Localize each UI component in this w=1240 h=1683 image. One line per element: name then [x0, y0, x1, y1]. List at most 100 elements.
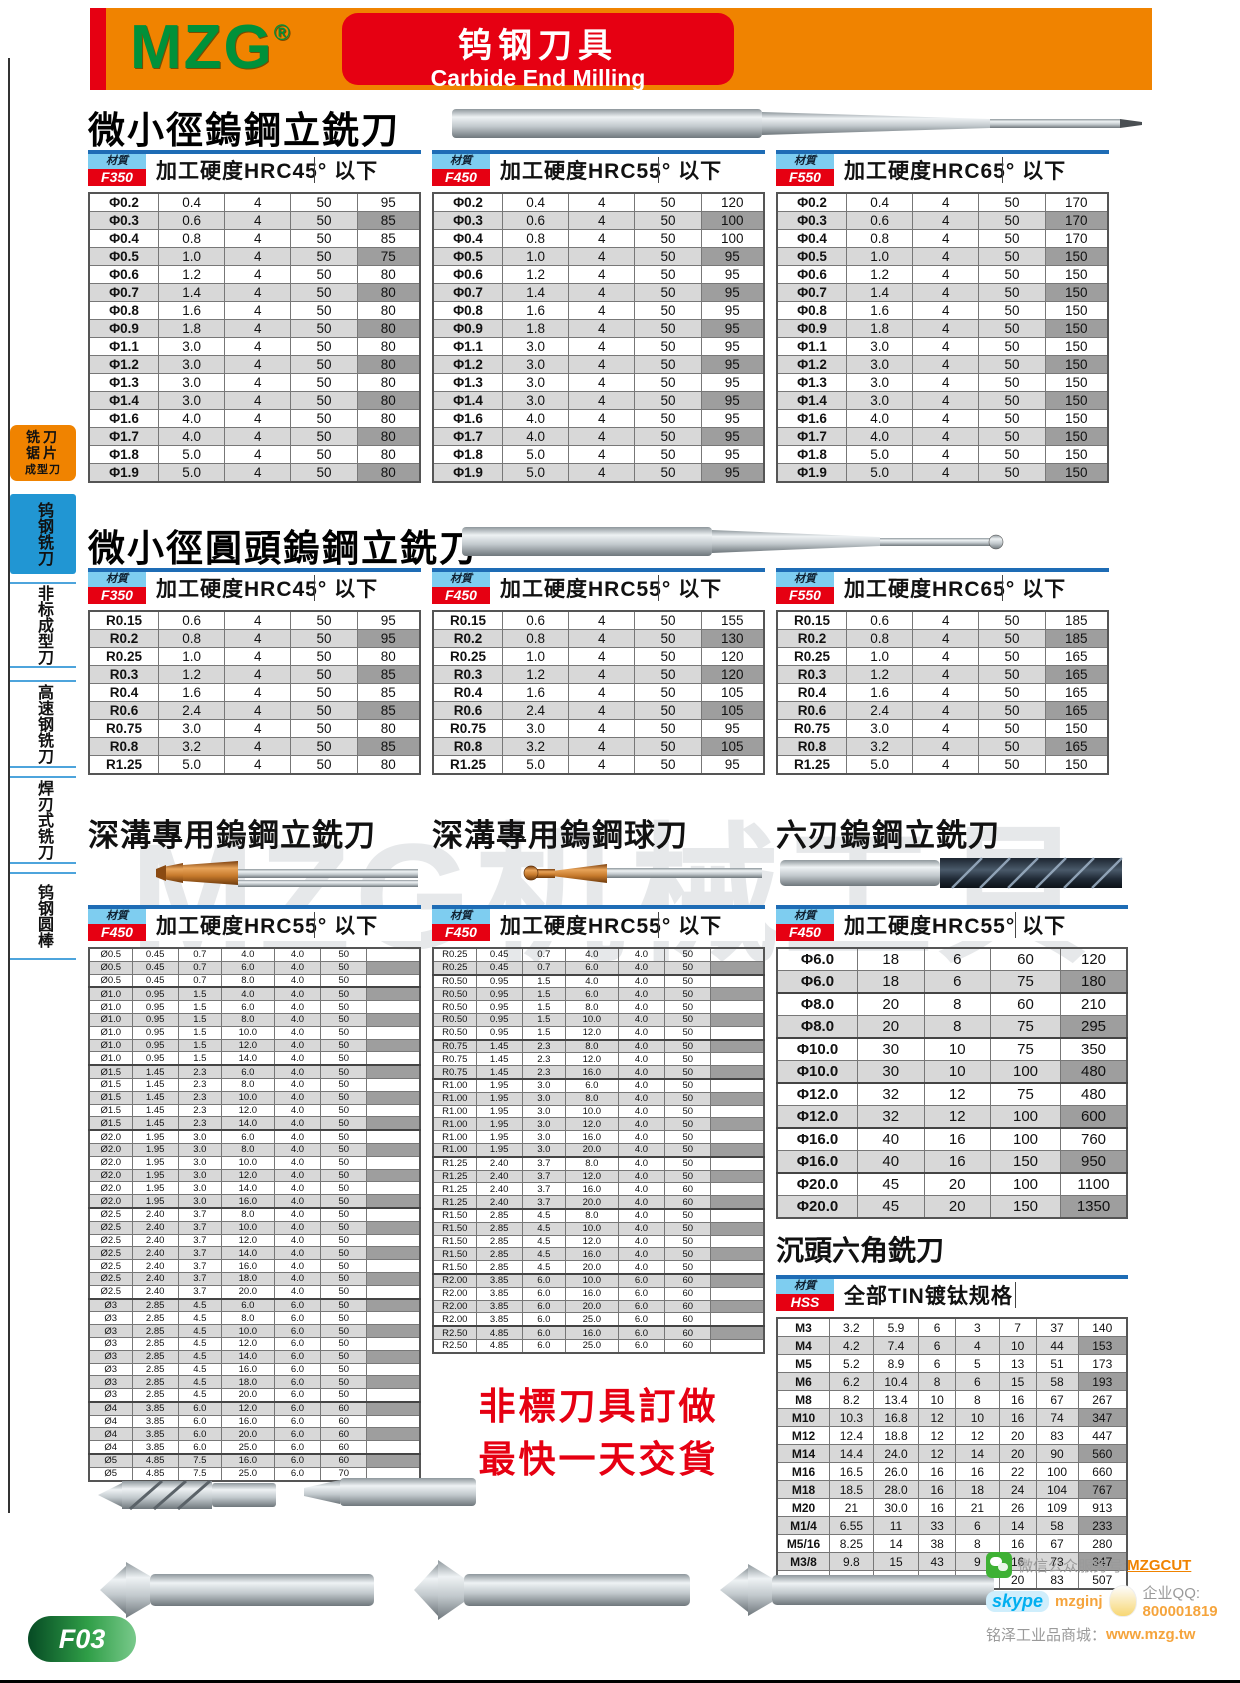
spec-cell: 30	[857, 1060, 925, 1084]
six-flute-endmill-title: 六刃鎢鋼立銑刀	[776, 818, 1000, 853]
spec-cell: 50	[978, 229, 1046, 248]
price-cell: 95	[700, 319, 765, 338]
spec-cell: 21	[829, 1498, 874, 1517]
sidebar-tab-brazed-cutter[interactable]: 焊刃式铣刀	[10, 776, 76, 864]
spec-cell: 4.0	[273, 947, 322, 962]
sidebar-tab-label: 锯片	[26, 445, 60, 461]
spec-cell: 100	[990, 1060, 1061, 1084]
price-cell	[710, 960, 765, 976]
spec-cell: 4.0	[617, 1091, 666, 1106]
spec-cell: 4	[912, 337, 980, 356]
diameter-cell: R0.8	[432, 737, 503, 756]
diameter-cell: Φ0.4	[88, 229, 159, 248]
spec-cell: 4.5	[177, 1336, 222, 1351]
t-slot-cutter-photo-1	[100, 1562, 374, 1618]
material-row: 材質 F350 加工硬度HRC45° 以下	[88, 154, 421, 186]
price-cell: 170	[1044, 192, 1109, 212]
diameter-cell: R0.2	[776, 629, 847, 648]
spec-cell: 50	[664, 960, 712, 976]
spec-cell: 4.5	[521, 1207, 566, 1223]
spec-cell: 5.0	[845, 445, 914, 464]
price-cell: 165	[1044, 701, 1109, 720]
micro-endmill-photo	[452, 109, 1142, 138]
spec-cell: 6.0	[617, 1325, 666, 1340]
spec-cell: 4.0	[273, 1233, 322, 1248]
spec-cell: 14.0	[220, 1116, 275, 1131]
price-cell: 170	[1044, 211, 1109, 230]
table-row: R0.4 1.6 4 50 85	[88, 683, 421, 702]
diameter-cell: Φ1.3	[776, 373, 847, 392]
spec-cell: 2.85	[131, 1336, 179, 1351]
spec-cell: 8.0	[220, 1012, 275, 1027]
website-link[interactable]: www.mzg.tw	[1106, 1626, 1196, 1643]
diameter-cell: Φ0.2	[432, 192, 503, 212]
spec-cell: 0.7	[521, 947, 566, 962]
spec-cell: 10	[955, 1408, 1000, 1427]
price-cell	[366, 1129, 421, 1144]
price-cell: 150	[1044, 463, 1109, 483]
wechat-label: 微信公众服务号:	[1018, 1557, 1128, 1575]
diameter-cell: Φ1.3	[88, 373, 159, 392]
spec-cell: 4.5	[177, 1388, 222, 1403]
price-cell: 170	[1044, 229, 1109, 248]
spec-cell: 20	[923, 1195, 991, 1219]
spec-cell: 10.0	[220, 1220, 275, 1235]
spec-cell: 5.0	[157, 755, 226, 775]
wechat-link[interactable]: MZGCUT	[1127, 1556, 1192, 1574]
spec-cell: 6.0	[617, 1299, 666, 1314]
diameter-cell: Ø0.5	[88, 947, 133, 962]
spec-cell: 50	[290, 192, 358, 212]
sidebar-tab-hss-endmill[interactable]: 高速钢铣刀	[10, 680, 76, 768]
spec-cell: 25.0	[564, 1338, 619, 1354]
table-row: Ø4 3.85 6.0 16.0 6.0 60	[88, 1414, 421, 1429]
spec-cell: 1.2	[157, 665, 226, 684]
diameter-cell: Ø2.5	[88, 1284, 133, 1300]
six-flute-endmill-photo	[780, 857, 1123, 889]
table-row: Ø1.0 0.95 1.5 12.0 4.0 50	[88, 1038, 421, 1053]
spec-cell: 1.6	[501, 301, 570, 320]
price-cell	[710, 1012, 765, 1027]
sidebar-tab-milling-saw-form[interactable]: 铣刀 锯片 成型刀	[10, 425, 76, 481]
table-row: M1/4 6.55 11 33 6 14 58 233	[776, 1516, 1128, 1535]
spec-cell: 50	[664, 1260, 712, 1275]
table-row: R0.3 1.2 4 50 85	[88, 665, 421, 684]
diameter-cell: R0.3	[776, 665, 847, 684]
spec-cell: 6.0	[521, 1338, 566, 1354]
spec-cell: 50	[634, 337, 702, 356]
diameter-cell: Φ0.3	[432, 211, 503, 230]
spec-cell: 20.0	[564, 1299, 619, 1314]
spec-cell: 16	[998, 1408, 1037, 1427]
spec-cell: 50	[634, 610, 702, 630]
table-row: Ø2.5 2.40 3.7 10.0 4.0 50	[88, 1220, 421, 1235]
custom-tools-promo: 非標刀具訂做 最快一天交貨	[432, 1380, 765, 1487]
spec-cell: 0.8	[845, 629, 914, 648]
spec-cell: 50	[978, 719, 1046, 738]
spec-cell: 4	[912, 737, 980, 756]
table-row: R0.25 0.45 0.7 6.0 4.0 50	[432, 960, 765, 976]
sidebar-tab-nonstandard-form[interactable]: 非标成型刀	[10, 582, 76, 668]
spec-cell: 44	[1035, 1336, 1079, 1355]
spec-cell: 3.85	[131, 1440, 179, 1455]
sidebar-tab-carbide-rod[interactable]: 钨钢圆棒	[10, 872, 76, 960]
spec-cell: 8.0	[220, 1077, 275, 1092]
diameter-cell: Ø0.5	[88, 973, 133, 988]
spec-cell: 4	[224, 665, 292, 684]
spec-cell: 4	[224, 211, 292, 230]
table-row: R1.50 2.85 4.5 10.0 4.0 50	[432, 1221, 765, 1236]
diameter-cell: R0.50	[432, 987, 477, 1002]
spec-cell: 50	[320, 1129, 368, 1144]
table-row: R2.50 4.85 6.0 25.0 6.0 60	[432, 1338, 765, 1354]
price-cell: 95	[700, 755, 765, 775]
price-cell	[710, 1272, 765, 1288]
page-header: MZG® 钨钢刀具 Carbide End Milling	[90, 8, 1152, 91]
spec-cell: 0.95	[131, 1038, 179, 1053]
price-cell	[710, 947, 765, 962]
spec-cell: 60	[664, 1286, 712, 1301]
spec-cell: 8.0	[564, 1155, 619, 1171]
spec-cell: 4.0	[273, 973, 322, 988]
sidebar-tab-carbide-endmill-active[interactable]: 钨钢铣刀	[10, 494, 76, 574]
spec-table: Ø0.5 0.45 0.7 4.0 4.0 50 Ø0.5 0.45 0.7 6.0 4.0 50 Ø0…	[88, 947, 421, 1482]
spec-cell: 1.5	[177, 986, 222, 1002]
spec-cell: 0.7	[177, 947, 222, 962]
table-row: Φ20.0 45 20 150 1350	[776, 1195, 1128, 1219]
